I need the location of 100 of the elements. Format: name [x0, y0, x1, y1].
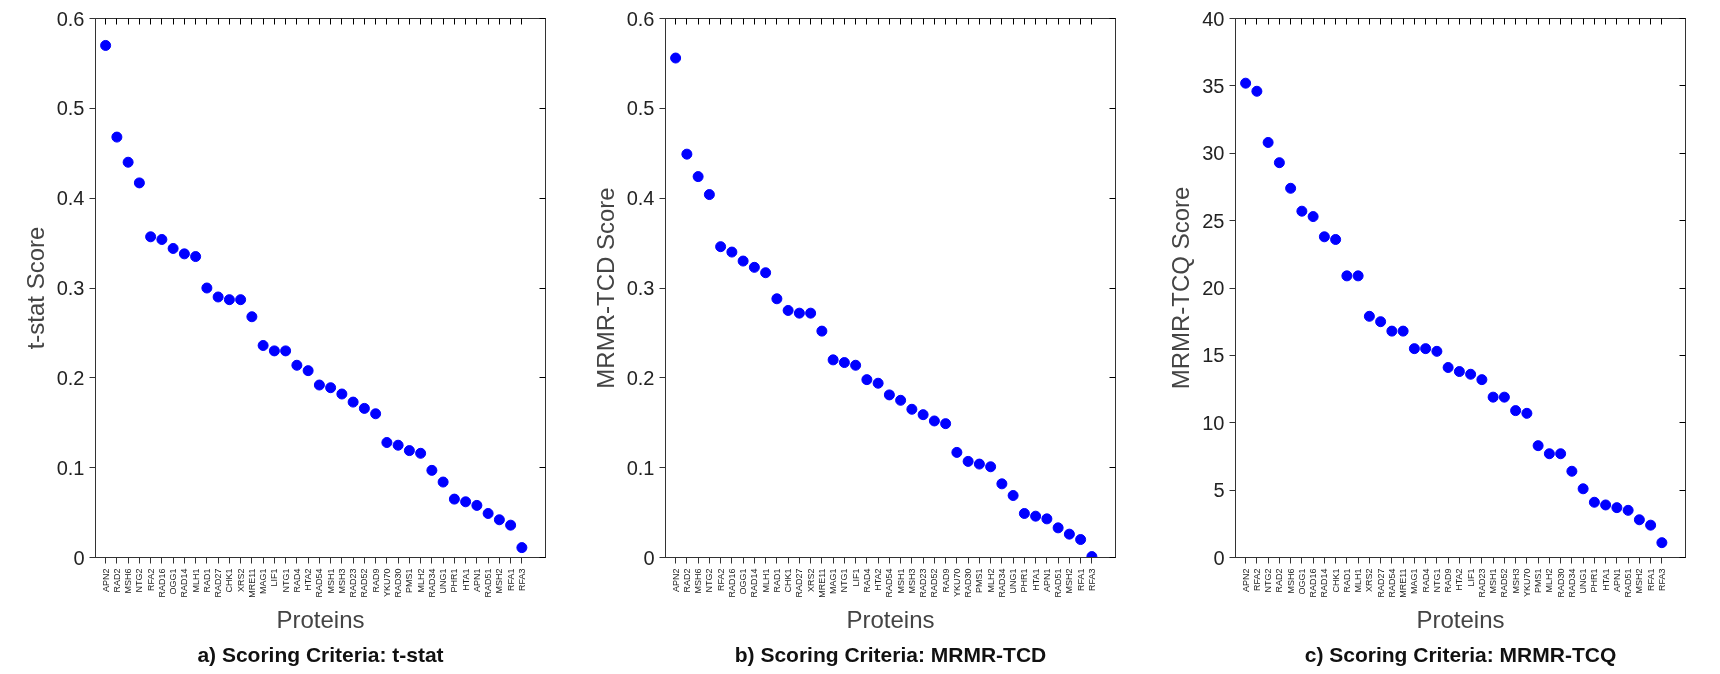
- x-tick-label: MRE11: [816, 568, 827, 598]
- x-tick-label: RFA1: [505, 568, 516, 592]
- point: [1588, 496, 1600, 508]
- x-tick-label: RFA3: [516, 568, 527, 592]
- x-tick-label: APN2: [100, 568, 111, 593]
- x-tick-label: RAD52: [359, 568, 370, 598]
- y-tick-label: 0.1: [56, 456, 85, 479]
- x-tick-label: OGG1: [1296, 568, 1307, 595]
- x-tick-label: RAD23: [348, 568, 359, 598]
- x-tick-label: NTG2: [704, 568, 715, 593]
- point: [1318, 231, 1330, 243]
- point: [1397, 325, 1409, 337]
- point: [1420, 343, 1432, 355]
- point: [1041, 513, 1053, 525]
- point: [838, 357, 850, 369]
- point: [1018, 507, 1030, 519]
- y-tick-label: 0.4: [626, 187, 655, 210]
- point: [973, 458, 985, 470]
- point: [1063, 528, 1075, 540]
- x-tick-label: RFA2: [1251, 568, 1262, 592]
- point: [415, 447, 427, 459]
- point: [906, 403, 918, 415]
- x-tick-label: RFA3: [1656, 568, 1667, 592]
- point: [1510, 405, 1522, 417]
- x-tick-label: UNG1: [438, 568, 449, 594]
- point: [692, 171, 704, 183]
- point: [156, 234, 168, 245]
- x-tick-label: OGG1: [168, 568, 179, 595]
- point: [145, 231, 157, 243]
- x-tick-label: UNG1: [1008, 568, 1019, 594]
- x-tick-label: MLH1: [760, 568, 771, 593]
- point: [1645, 519, 1657, 531]
- y-tick-label: 0: [73, 546, 85, 569]
- point: [737, 255, 749, 267]
- x-tick-label: RFA2: [715, 568, 726, 592]
- x-tick-label: YKU70: [381, 568, 392, 598]
- x-tick-label: MSH6: [1285, 568, 1296, 594]
- point: [1431, 345, 1443, 357]
- x-tick-label: MSH6: [123, 568, 134, 594]
- point: [302, 365, 314, 377]
- point: [1543, 448, 1555, 460]
- x-tick-label: HTA2: [873, 568, 884, 591]
- x-tick-label: RFA1: [1645, 568, 1656, 592]
- point: [313, 379, 325, 391]
- x-tick-label: RAD9: [1443, 568, 1454, 593]
- x-tick-label: UNG1: [1578, 568, 1589, 594]
- point: [1375, 316, 1387, 328]
- point: [985, 461, 997, 473]
- point: [1285, 182, 1297, 194]
- point: [1465, 368, 1477, 380]
- x-tick-label: RAD4: [291, 568, 302, 593]
- point: [1386, 325, 1398, 337]
- point: [872, 377, 884, 389]
- x-tick-label: PMS1: [404, 568, 415, 594]
- x-tick-label: APN1: [1041, 568, 1052, 593]
- y-tick-label: 5: [1213, 479, 1225, 502]
- point: [962, 455, 974, 467]
- x-tick-label: MLH1: [1353, 568, 1364, 593]
- point: [895, 394, 907, 406]
- point: [726, 246, 738, 258]
- y-tick-label: 0.2: [56, 366, 85, 389]
- point: [1363, 310, 1375, 322]
- y-tick-label: 10: [1202, 411, 1225, 434]
- x-tick-label: CHK1: [224, 568, 235, 593]
- point: [1307, 211, 1319, 223]
- point: [1341, 270, 1353, 282]
- x-tick-label: MLH2: [985, 568, 996, 593]
- x-tick-label: NTG1: [280, 568, 291, 593]
- x-tick-label: RAD14: [179, 568, 190, 598]
- point: [482, 507, 494, 519]
- x-tick-label: RAD30: [393, 568, 404, 598]
- point: [940, 418, 952, 430]
- x-tick-label: LIF1: [850, 568, 861, 587]
- x-tick-label: MSH3: [336, 568, 347, 594]
- point: [748, 261, 760, 273]
- x-tick-label: XRS2: [1364, 568, 1375, 593]
- y-axis-title: MRMR-TCQ Score: [1167, 186, 1195, 390]
- x-tick-label: YKU70: [1521, 568, 1532, 598]
- y-tick-label: 0.6: [626, 7, 655, 30]
- point: [201, 282, 213, 294]
- point: [1262, 136, 1274, 148]
- x-tick-label: NTG2: [1263, 568, 1274, 593]
- x-tick-label: RAD16: [1308, 568, 1319, 598]
- x-tick-label: MAG1: [1409, 568, 1420, 595]
- x-axis-title: Proteins: [276, 605, 365, 633]
- x-tick-label: LIF1: [269, 568, 280, 587]
- x-axis-title: Proteins: [846, 605, 935, 633]
- point: [133, 177, 145, 189]
- y-tick-label: 0.5: [626, 97, 655, 120]
- x-tick-label: APN2: [670, 568, 681, 593]
- point: [1052, 522, 1064, 534]
- point: [392, 439, 404, 451]
- x-tick-label: MLH2: [415, 568, 426, 593]
- x-tick-label: MAG1: [258, 568, 269, 595]
- x-tick-label: MLH1: [190, 568, 201, 593]
- y-tick-label: 0.6: [56, 7, 85, 30]
- point: [861, 374, 873, 386]
- point: [426, 464, 438, 476]
- point: [223, 294, 235, 306]
- point: [782, 304, 794, 316]
